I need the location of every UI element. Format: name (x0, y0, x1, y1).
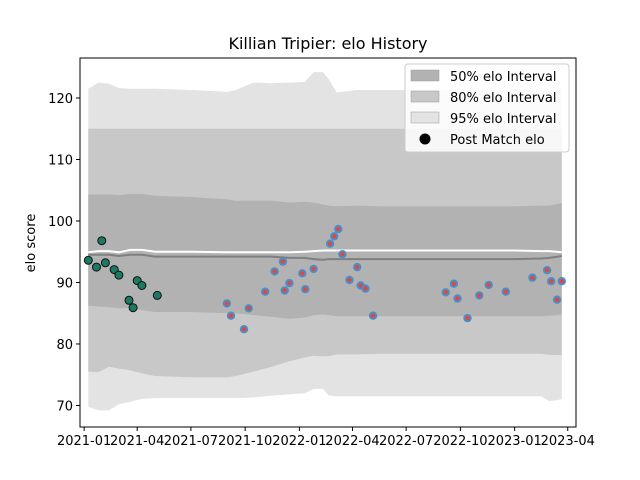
post-match-point-core (549, 279, 554, 284)
x-tick-label: 2021-07 (164, 434, 218, 449)
post-match-point-core (443, 290, 448, 295)
x-tick-label: 2023-01 (487, 434, 541, 449)
post-match-points (83, 224, 566, 334)
band-50 (88, 193, 562, 319)
post-match-point-core (241, 327, 247, 332)
post-match-point (137, 281, 147, 290)
post-match-point-core (358, 283, 363, 288)
post-match-point-core (477, 293, 482, 298)
post-match-point-core (363, 286, 368, 291)
post-match-point-core (503, 289, 508, 294)
post-match-point-core (332, 234, 337, 239)
y-axis: 70 80 90 100 110 120 (48, 92, 80, 414)
post-match-point-core (282, 288, 287, 293)
post-match-point-core (465, 315, 470, 321)
post-match-point-core (246, 306, 251, 311)
post-match-point-core (486, 282, 491, 288)
legend-marker (419, 133, 431, 145)
legend-swatch (410, 111, 440, 124)
plot-frame (79, 57, 577, 428)
x-tick-label: 2022-07 (379, 434, 433, 449)
post-match-point-core (455, 296, 460, 301)
post-match-point-core (263, 289, 268, 294)
median-line (88, 248, 562, 254)
legend-swatch (410, 69, 440, 82)
y-tick-label: 110 (48, 153, 73, 168)
legend-label: Post Match elo (450, 133, 545, 148)
chart-title: Killian Tripier: elo History (228, 34, 427, 53)
post-match-point-core (272, 269, 277, 274)
post-match-point-core (336, 226, 341, 232)
legend-label: 50% elo Interval (450, 70, 557, 85)
legend-box (404, 63, 570, 153)
post-match-point-core (451, 281, 457, 286)
y-tick-label: 70 (56, 399, 73, 414)
post-match-point-core (544, 268, 550, 273)
post-match-point-core (224, 301, 230, 306)
x-tick-label: 2023-04 (541, 434, 595, 449)
post-match-point (114, 270, 124, 280)
legend-label: 80% elo Interval (450, 91, 557, 106)
legend-label: 95% elo Interval (450, 112, 557, 127)
post-match-point (97, 236, 107, 246)
x-tick-label: 2022-01 (272, 434, 326, 449)
y-tick-label: 100 (48, 215, 73, 230)
y-tick-label: 90 (56, 276, 73, 291)
post-match-point-core (530, 275, 535, 280)
post-match-point (100, 258, 110, 268)
post-match-point (124, 295, 134, 305)
post-match-point-core (554, 297, 560, 302)
post-match-point (128, 303, 138, 313)
legend-swatch (410, 90, 440, 103)
post-match-point-core (340, 252, 345, 257)
mean-line (88, 253, 562, 261)
legend: 50% elo Interval 80% elo Interval 95% elo … (404, 63, 570, 153)
post-match-point-core (370, 313, 376, 318)
post-match-point-core (311, 266, 316, 272)
x-tick-label: 2022-10 (433, 434, 487, 449)
post-match-point (83, 255, 93, 265)
x-tick-label: 2022-04 (325, 434, 379, 449)
post-match-point-core (300, 271, 305, 276)
post-match-point-core (303, 287, 308, 292)
post-match-point-core (355, 264, 360, 270)
y-tick-label: 120 (48, 92, 73, 107)
post-match-point (92, 262, 101, 272)
interval-lines (88, 248, 562, 261)
y-tick-label: 80 (56, 338, 73, 353)
x-tick-label: 2021-04 (110, 434, 164, 449)
post-match-point-core (280, 259, 286, 264)
x-tick-label: 2021-01 (57, 434, 111, 449)
interval-bands (88, 72, 562, 411)
y-axis-label: elo score (24, 214, 39, 273)
post-match-point-core (287, 280, 292, 286)
post-match-point-core (559, 279, 564, 284)
post-match-point-core (347, 277, 352, 283)
post-match-point (152, 290, 162, 300)
x-tick-label: 2021-10 (218, 434, 272, 449)
post-match-point-core (228, 313, 234, 318)
post-match-point-core (327, 241, 333, 246)
